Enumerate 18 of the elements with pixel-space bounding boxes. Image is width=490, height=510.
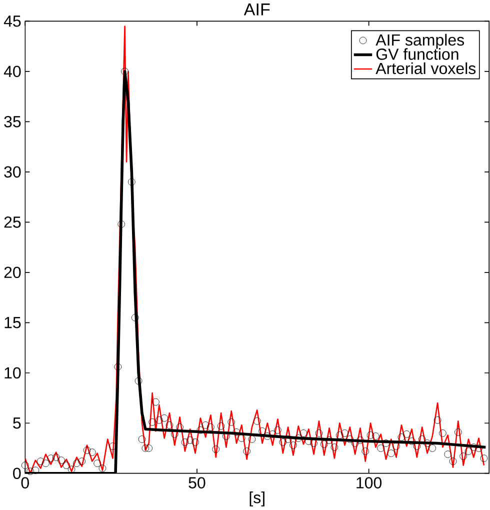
legend-label: GV function (376, 48, 458, 60)
y-tick-label: 5 (13, 418, 21, 429)
y-tick-label: 20 (4, 266, 21, 278)
y-tick-label: 40 (4, 66, 21, 78)
x-tick-label: 50 (188, 477, 206, 488)
y-tick-label: 35 (4, 116, 21, 128)
y-tick-label: 15 (5, 317, 21, 328)
legend-label: AIF samples (376, 34, 464, 49)
y-tick-label: 30 (4, 166, 21, 178)
x-axis-title: [s] (250, 492, 265, 506)
x-tick-label: 100 (356, 477, 382, 488)
y-tick-label: 25 (4, 216, 21, 228)
y-tick-label: 0 (13, 468, 21, 480)
legend-label: Arterial voxels (376, 62, 476, 74)
y-tick-label: 10 (5, 367, 21, 379)
x-tick-label: 0 (22, 477, 30, 488)
chart-title: AIF (244, 4, 270, 16)
y-tick-label: 45 (4, 16, 21, 27)
